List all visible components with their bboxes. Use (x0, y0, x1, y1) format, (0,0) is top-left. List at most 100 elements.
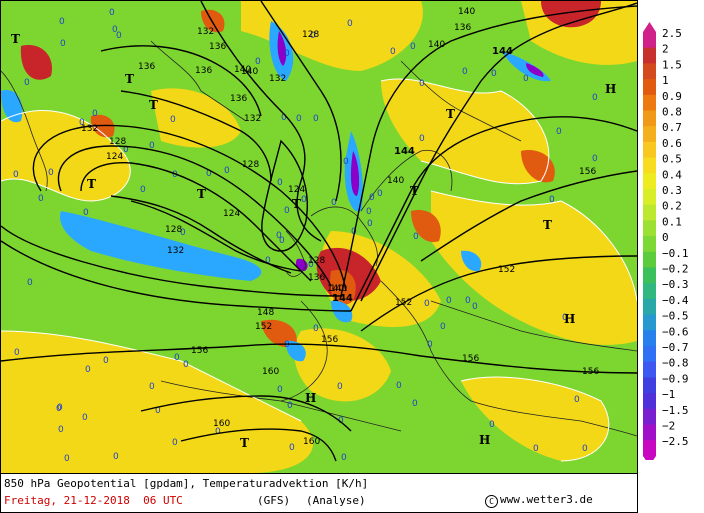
contour-label: 132 (269, 74, 286, 84)
zero-marker: 0 (24, 78, 30, 88)
scale-label: 0.2 (662, 200, 682, 213)
zero-marker: 0 (180, 228, 186, 238)
zero-marker: 0 (265, 256, 271, 266)
zero-marker: 0 (562, 313, 568, 323)
zero-marker: 0 (149, 382, 155, 392)
scale-swatch (643, 361, 656, 378)
scale-label: −0.3 (662, 278, 689, 291)
contour-label: 140 (330, 284, 347, 294)
zero-marker: 0 (582, 444, 588, 454)
scale-label: −2 (662, 420, 675, 433)
zero-marker: 0 (574, 395, 580, 405)
scale-swatch (643, 346, 656, 363)
contour-label: 144 (492, 46, 513, 57)
scale-swatch (643, 298, 656, 316)
contour-label: 136 (209, 42, 226, 52)
zero-marker: 0 (472, 302, 478, 312)
zero-marker: 0 (215, 427, 221, 437)
zero-marker: 0 (310, 31, 316, 41)
zero-marker: 0 (140, 185, 146, 195)
zero-marker: 0 (369, 193, 375, 203)
contour-label: 148 (257, 308, 274, 318)
zero-marker: 0 (523, 74, 529, 84)
scale-label: 0.6 (662, 137, 682, 150)
contour-label: 124 (288, 185, 305, 195)
zero-marker: 0 (27, 278, 33, 288)
run-mode-label: (Analyse) (306, 494, 366, 507)
map-footer: 850 hPa Geopotential [gpdam], Temperatur… (0, 474, 638, 513)
zero-marker: 0 (347, 19, 353, 29)
contour-label: 152 (395, 298, 412, 308)
scale-label: −0.9 (662, 372, 689, 385)
contour-label: 136 (230, 94, 247, 104)
zero-marker: 0 (112, 25, 118, 35)
zero-marker: 0 (313, 114, 319, 124)
contour-label: 136 (308, 273, 325, 283)
zero-marker: 0 (64, 454, 70, 464)
scale-label: −0.2 (662, 263, 689, 276)
contour-label: 140 (241, 67, 258, 77)
contour-label: 128 (302, 30, 319, 40)
scale-swatch (643, 408, 656, 425)
contour-label: 160 (262, 367, 279, 377)
zero-marker: 0 (419, 79, 425, 89)
zero-marker: 0 (419, 134, 425, 144)
zero-marker: 0 (255, 57, 261, 67)
contour-label: 156 (462, 354, 479, 364)
zero-marker: 0 (113, 452, 119, 462)
contour-label: 156 (191, 346, 208, 356)
zero-marker: 0 (82, 413, 88, 423)
contour-label: 140 (387, 176, 404, 186)
low-pressure-symbol: T (446, 107, 455, 121)
scale-swatch (643, 236, 656, 253)
scale-label: −0.5 (662, 310, 689, 323)
zero-marker: 0 (172, 170, 178, 180)
zero-marker: 0 (123, 145, 129, 155)
scale-swatch (643, 189, 656, 206)
contour-label: 152 (498, 265, 515, 275)
zero-marker: 0 (279, 236, 285, 246)
zero-marker: 0 (116, 31, 122, 41)
contour-label: 160 (213, 419, 230, 429)
map-title: 850 hPa Geopotential [gpdam], Temperatur… (4, 477, 369, 490)
geopotential-isolines (1, 1, 637, 462)
zero-marker: 0 (366, 207, 372, 217)
low-pressure-symbol: T (292, 197, 301, 211)
high-pressure-symbol: H (305, 391, 316, 405)
zero-marker: 0 (206, 169, 212, 179)
contour-label: 144 (394, 146, 415, 157)
date-text: Freitag, 21-12-2018 06 UTC (4, 494, 183, 507)
contour-label: 156 (579, 167, 596, 177)
weather-map: 0 0 0 0 0 0 0 0 0 0 0 0 0 0 0 0 0 0 0 0 0 0 0 0 0 0 0 0 0 0 0 0 0 0 0 0 0 0 0 0… (0, 0, 638, 474)
zero-marker: 0 (174, 353, 180, 363)
scale-swatch (643, 330, 656, 347)
contour-label: 156 (321, 335, 338, 345)
zero-marker: 0 (343, 157, 349, 167)
contour-label: 152 (255, 322, 272, 332)
zero-marker: 0 (149, 141, 155, 151)
zero-marker: 0 (533, 444, 539, 454)
pressure-centers: T T T T T T T T T T H H H H (11, 32, 616, 450)
scale-swatch (643, 220, 656, 237)
zero-marker: 0 (60, 39, 66, 49)
copyright-icon: C (485, 495, 498, 508)
contour-labels: 132 136 140 136 128 132 124 128 128 124 … (81, 7, 599, 447)
scale-label: 0.9 (662, 90, 682, 103)
zero-marker: 0 (155, 406, 161, 416)
zero-marker: 0 (556, 127, 562, 137)
zero-marker: 0 (296, 114, 302, 124)
zero-marker: 0 (390, 47, 396, 57)
scale-label: 0 (662, 231, 669, 244)
zero-marker: 0 (592, 93, 598, 103)
zero-marker: 0 (427, 340, 433, 350)
low-pressure-symbol: T (410, 184, 419, 198)
low-pressure-symbol: T (87, 177, 96, 191)
zero-marker: 0 (277, 385, 283, 395)
scale-swatch (643, 63, 656, 80)
contour-label: 132 (197, 27, 214, 37)
scale-swatch (643, 251, 656, 268)
contour-label: 140 (234, 65, 251, 75)
zero-marker: 0 (276, 231, 282, 241)
zero-marker: 0 (277, 178, 283, 188)
scale-swatch (643, 393, 656, 410)
